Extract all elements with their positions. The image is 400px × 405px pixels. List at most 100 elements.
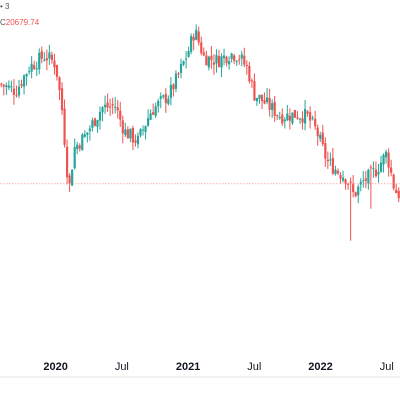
candle-body <box>293 110 297 118</box>
candle <box>197 26 200 46</box>
candle-body <box>240 54 243 59</box>
candle <box>98 106 102 130</box>
candle-body <box>271 103 274 111</box>
candle <box>73 138 76 170</box>
candle-body <box>111 104 114 106</box>
candle <box>341 170 345 183</box>
candle-body <box>83 134 86 137</box>
candle-body <box>17 86 21 96</box>
candle <box>200 36 203 56</box>
x-tick-label: Jul <box>247 361 261 373</box>
candle-body <box>321 132 324 145</box>
candle <box>286 104 289 122</box>
candle-body <box>119 110 122 120</box>
candle-body <box>53 60 56 68</box>
candle-body <box>38 52 41 70</box>
candle-body <box>245 64 248 66</box>
candle <box>215 49 218 73</box>
candle <box>298 117 302 124</box>
candle-body <box>243 55 246 65</box>
candle <box>379 155 383 173</box>
candle-body <box>291 112 294 124</box>
candle-body <box>106 102 109 108</box>
candle <box>364 171 367 188</box>
candle <box>205 50 208 66</box>
candle <box>88 125 91 141</box>
candle <box>195 24 198 41</box>
candle <box>139 128 142 138</box>
candle-body <box>45 58 48 61</box>
candle-body <box>134 140 137 143</box>
candle-body <box>152 112 155 115</box>
candle-body <box>364 178 367 181</box>
candle-body <box>179 64 183 73</box>
candle-body <box>250 80 253 82</box>
candle-body <box>212 62 216 65</box>
candle <box>192 33 195 51</box>
candle <box>369 164 372 209</box>
candle <box>362 171 365 188</box>
candle <box>76 141 79 155</box>
candle-body <box>28 71 31 73</box>
candle-body <box>10 86 13 88</box>
candle <box>159 92 162 109</box>
candle <box>63 99 66 148</box>
candle <box>182 60 185 67</box>
candle <box>78 143 81 152</box>
candle <box>129 128 132 143</box>
candle <box>190 33 193 55</box>
candle <box>349 177 352 241</box>
candle-body <box>354 192 357 197</box>
candle <box>111 97 114 115</box>
candle-body <box>71 169 74 186</box>
candle-body <box>184 58 188 60</box>
candle-body <box>263 100 266 104</box>
candle-body <box>233 55 236 61</box>
candle <box>33 60 36 70</box>
candle-body <box>157 100 160 107</box>
time-axis-labels: 2020 Jul 2021 Jul 2022 Jul <box>43 361 393 373</box>
candle <box>397 187 400 203</box>
candle-body <box>207 56 210 68</box>
candle <box>296 111 299 120</box>
x-tick-label: 2022 <box>308 361 332 373</box>
candle-body <box>382 154 385 165</box>
candle <box>387 148 390 177</box>
candle <box>233 53 236 65</box>
candle <box>319 131 322 142</box>
candle-body <box>141 129 145 131</box>
candle <box>293 109 297 118</box>
candle <box>273 95 276 122</box>
candle-body <box>50 54 53 61</box>
candle <box>357 184 360 204</box>
candle <box>55 64 59 81</box>
candle-body <box>397 190 400 199</box>
candle <box>377 163 380 183</box>
candle-body <box>369 167 372 169</box>
candle-body <box>197 31 200 43</box>
candle <box>291 112 294 126</box>
candle-body <box>379 162 383 172</box>
candle-body <box>362 180 365 182</box>
candle <box>7 80 10 90</box>
candle <box>96 119 99 133</box>
candle <box>222 48 226 66</box>
candle <box>303 100 307 131</box>
candle-body <box>174 73 178 89</box>
candle-body <box>222 55 226 59</box>
candle-body <box>169 84 172 99</box>
candle-body <box>352 184 355 193</box>
candle <box>390 159 393 177</box>
candle-body <box>281 114 284 124</box>
candle-body <box>7 85 10 88</box>
candle <box>316 124 319 146</box>
candle-body <box>336 170 340 174</box>
candle <box>253 73 256 101</box>
candle-body <box>154 106 157 116</box>
candle <box>149 109 152 121</box>
candle-body <box>159 96 162 99</box>
candle-body <box>334 169 337 175</box>
candle-body <box>40 51 43 59</box>
candle-body <box>258 94 261 99</box>
candle <box>311 115 314 121</box>
